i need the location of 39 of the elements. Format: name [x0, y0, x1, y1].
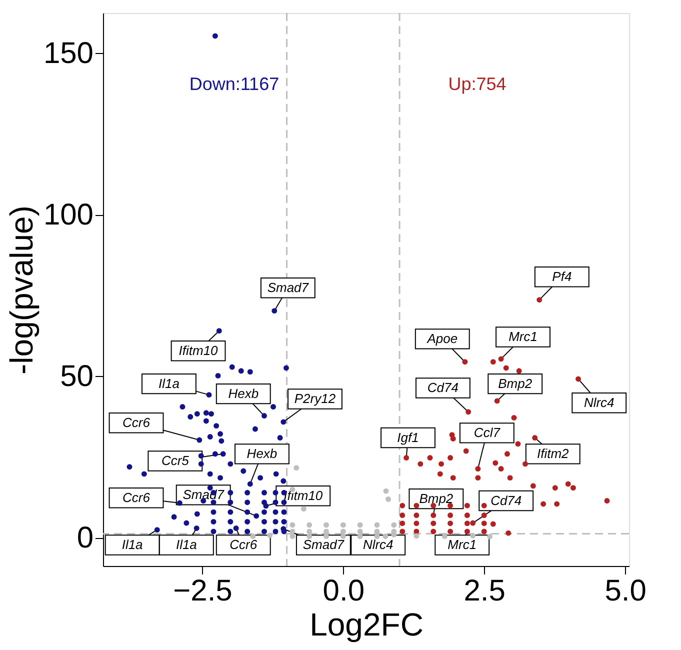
annotation: Mrc1	[448, 537, 477, 552]
annotation: Ifitm2	[536, 446, 570, 461]
x-tick-label: 0.0	[322, 574, 365, 608]
x-axis-title: Log2FC	[310, 606, 424, 642]
annotation: Hexb	[246, 446, 278, 461]
annotation: Il1a	[176, 537, 197, 552]
annotation: Ccr6	[122, 490, 151, 505]
annotation: Nlrc4	[362, 537, 394, 552]
text: Down:1167	[189, 74, 280, 94]
annotation: Smad7	[267, 280, 310, 295]
x-tick-label: 2.5	[464, 574, 506, 608]
annotation: Smad7	[302, 537, 345, 552]
annotation: Pf4	[552, 268, 572, 284]
x-tick-label: 5.0	[604, 574, 646, 608]
y-tick-label: 50	[60, 360, 94, 393]
y-tick-label: 0	[76, 521, 94, 554]
annotation: Bmp2	[498, 376, 533, 391]
y-tick-label: 100	[43, 198, 94, 232]
annotation: Apoe	[426, 330, 458, 346]
annotation: Ifitm10	[284, 488, 324, 503]
annotation: Il1a	[158, 376, 180, 391]
annotation: P2ry12	[294, 391, 336, 406]
annotation: Mrc1	[508, 328, 538, 344]
annotation: Igf1	[397, 430, 419, 445]
annotation: Hexb	[228, 386, 259, 401]
annotation: Nlrc4	[584, 394, 614, 410]
annotation: Il1a	[122, 537, 143, 552]
text: Up:754	[448, 74, 506, 94]
y-tick-label: 150	[43, 36, 94, 70]
annotation: Cd74	[490, 492, 522, 508]
annotation: Ccl7	[474, 424, 501, 440]
annotation: Ccr6	[122, 414, 151, 430]
annotation: Cd74	[427, 380, 458, 396]
x-tick-label: −2.5	[173, 574, 232, 608]
y-axis-title: -log(pvalue)	[3, 206, 40, 374]
annotation: Ifitm10	[178, 342, 219, 358]
annotation: Ccr6	[230, 537, 258, 552]
annotation: Bmp2	[419, 490, 454, 506]
annotation: Ccr5	[161, 453, 190, 468]
